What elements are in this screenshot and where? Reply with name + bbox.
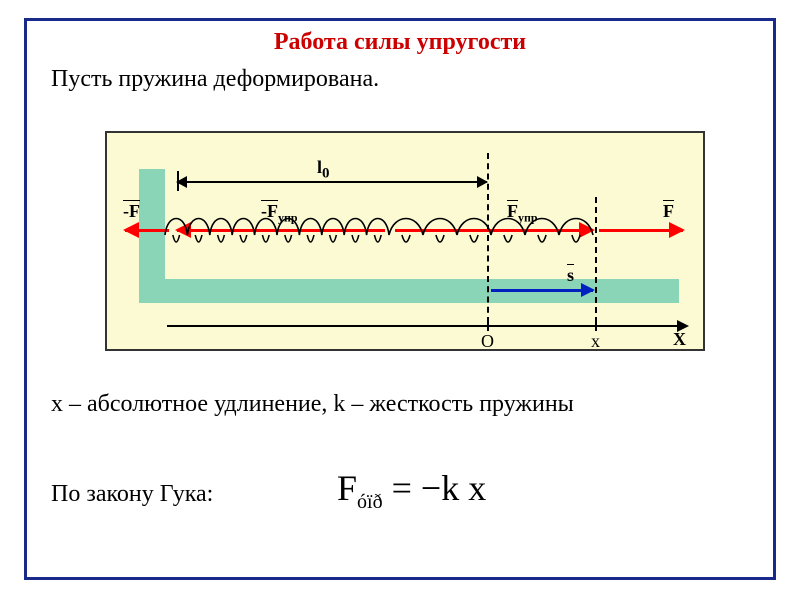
tick-O: [487, 319, 489, 331]
label-Fupr-left: -Fупр: [261, 201, 298, 226]
spring-coils: [107, 133, 707, 353]
label-F-right: F: [663, 201, 674, 222]
eq-rhs: −k x: [421, 468, 486, 508]
label-s: s: [567, 265, 574, 286]
tick-x: [595, 319, 597, 331]
hooke-law-line: По закону Гука:: [51, 481, 213, 508]
eq-F: F: [337, 468, 357, 508]
label-X-axis: X: [673, 329, 686, 350]
spring-diagram: l0 -F -Fупр Fупр F s: [105, 131, 705, 351]
hooke-equation: Fóïð = −k x: [337, 467, 486, 514]
eq-eq: =: [383, 468, 421, 508]
subtitle: Пусть пружина деформирована.: [51, 66, 773, 93]
x-axis: [167, 325, 687, 327]
arrow-s: [491, 289, 593, 292]
label-x-tick: x: [591, 331, 600, 352]
slide-frame: Работа силы упругости Пусть пружина дефо…: [24, 18, 776, 580]
page-title: Работа силы упругости: [27, 29, 773, 56]
label-O: O: [481, 331, 494, 352]
definitions-line: x – абсолютное удлинение, k – жесткость …: [51, 391, 574, 418]
label-Fupr-right: Fупр: [507, 201, 538, 226]
eq-sub: óïð: [357, 491, 383, 513]
label-F-left: -F: [123, 201, 140, 222]
